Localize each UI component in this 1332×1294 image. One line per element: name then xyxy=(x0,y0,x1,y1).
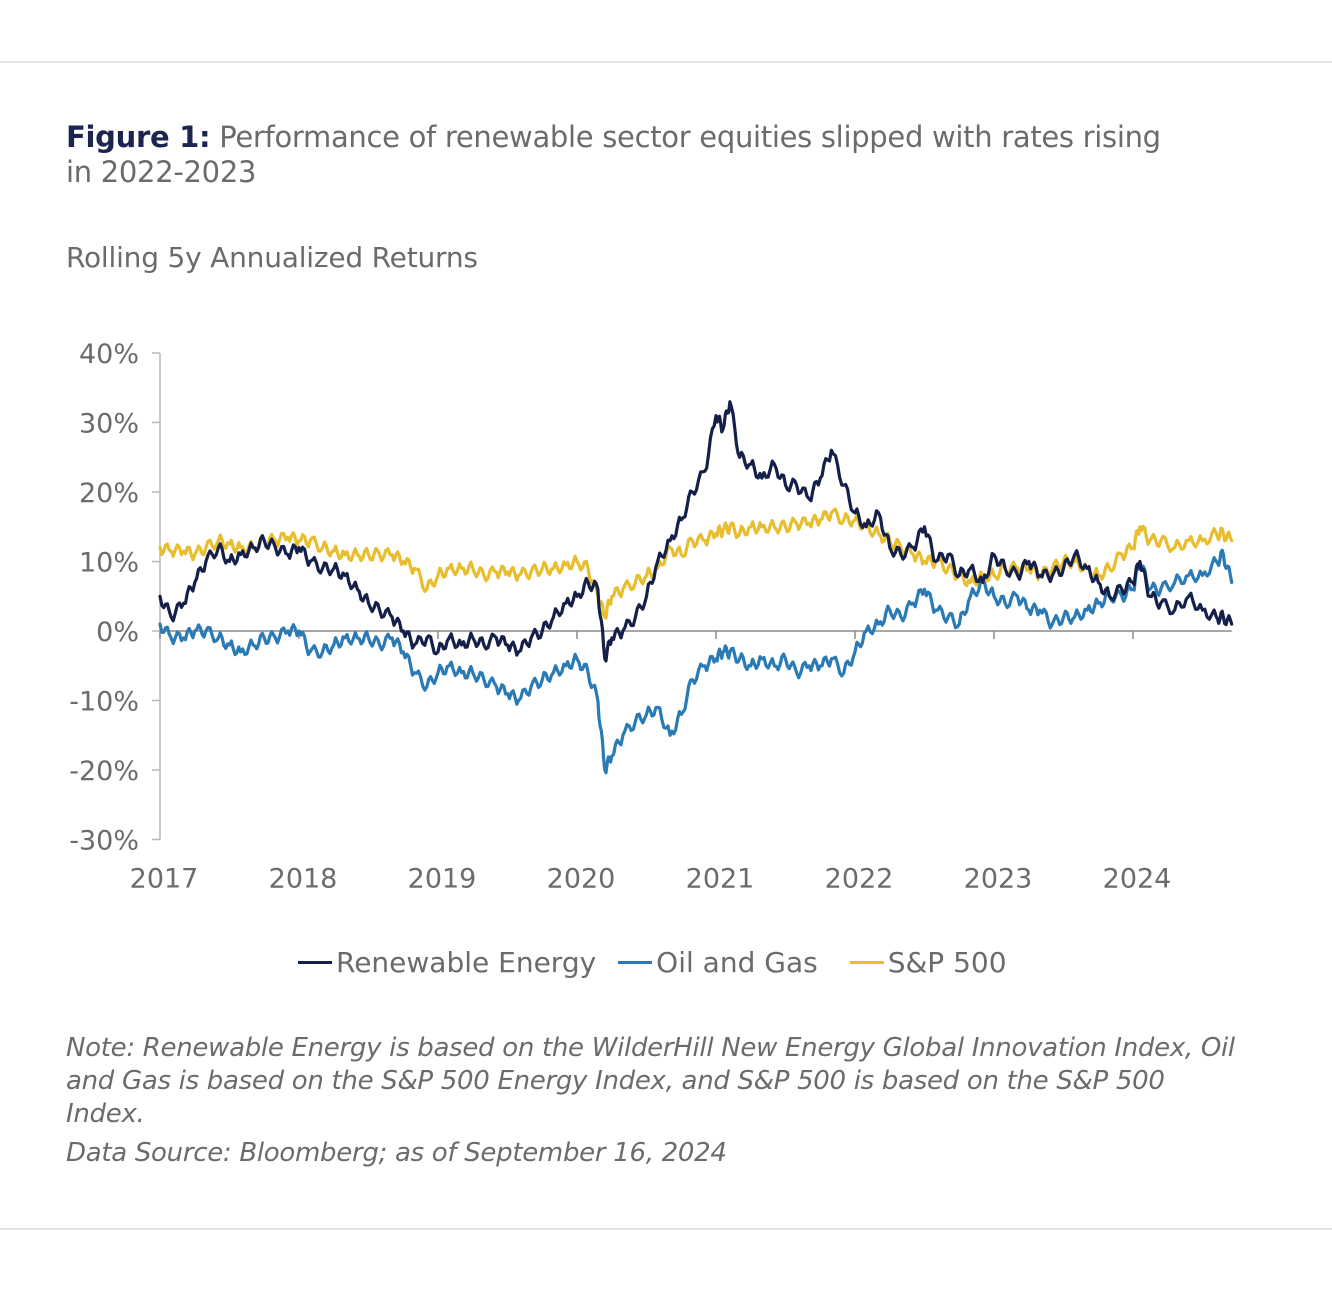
legend-item-sp500: S&P 500 xyxy=(849,946,1007,979)
legend-label-renewable-energy: Renewable Energy xyxy=(336,946,597,979)
x-tick-label: 2019 xyxy=(408,864,477,895)
legend-label-oil-and-gas: Oil and Gas xyxy=(656,946,818,979)
line-chart: 40% 30% 20% 10% 0% -10% -20% -30% 2017 2018 2019 20… xyxy=(69,339,1234,895)
figure-title: Figure 1: Performance of renewable secto… xyxy=(66,120,1186,190)
y-tick-label: -10% xyxy=(69,687,139,718)
x-tick-label: 2020 xyxy=(547,864,616,895)
chart-subtitle: Rolling 5y Annualized Returns xyxy=(66,241,478,274)
legend-swatch-renewable-energy xyxy=(298,961,332,964)
x-tick-label: 2018 xyxy=(269,864,338,895)
figure-label: Figure 1: xyxy=(66,120,211,154)
y-tick-label: 20% xyxy=(79,478,139,509)
figure-title-text: Performance of renewable sector equities… xyxy=(66,120,1161,189)
series-line-s-p-500 xyxy=(158,507,1234,620)
x-tick-label: 2023 xyxy=(964,864,1033,895)
y-tick-label: -30% xyxy=(69,826,139,857)
x-tick-label: 2024 xyxy=(1103,864,1172,895)
top-divider xyxy=(0,61,1332,63)
chart-legend: Renewable Energy Oil and Gas S&P 500 xyxy=(298,946,1029,979)
legend-item-oil-and-gas: Oil and Gas xyxy=(618,946,818,979)
y-tick-label: 0% xyxy=(96,617,139,648)
legend-item-renewable-energy: Renewable Energy xyxy=(298,946,596,979)
series-line-renewable-energy xyxy=(158,400,1234,663)
y-tick-label: -20% xyxy=(69,756,139,787)
x-tick-label: 2021 xyxy=(686,864,755,895)
y-tick-label: 30% xyxy=(79,409,139,440)
series-line-oil-and-gas xyxy=(158,548,1234,775)
y-tick-label: 40% xyxy=(79,339,139,370)
legend-label-sp500: S&P 500 xyxy=(887,946,1007,979)
y-tick-label: 10% xyxy=(79,548,139,579)
legend-swatch-sp500 xyxy=(849,961,884,964)
x-tick-label: 2017 xyxy=(130,864,199,895)
bottom-divider xyxy=(0,1228,1332,1230)
legend-swatch-oil-and-gas xyxy=(618,961,653,964)
data-source: Data Source: Bloomberg; as of September … xyxy=(66,1138,727,1168)
chart-note: Note: Renewable Energy is based on the W… xyxy=(66,1033,1235,1129)
x-tick-label: 2022 xyxy=(825,864,894,895)
